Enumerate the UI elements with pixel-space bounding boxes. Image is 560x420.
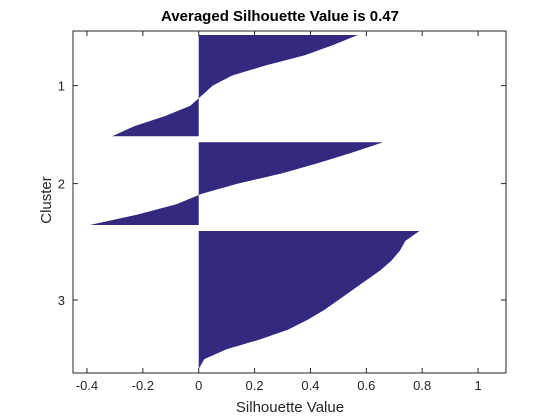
x-tick-label: -0.4 bbox=[76, 378, 98, 393]
chart-title: Averaged Silhouette Value is 0.47 bbox=[161, 8, 399, 25]
x-tick-label: 1 bbox=[474, 378, 481, 393]
x-tick-label: 0.2 bbox=[246, 378, 264, 393]
x-tick-label: 0.6 bbox=[357, 378, 375, 393]
y-tick-label: 3 bbox=[58, 293, 65, 308]
x-tick-label: 0 bbox=[195, 378, 202, 393]
x-tick-label: 0.4 bbox=[301, 378, 319, 393]
silhouette-bars bbox=[89, 35, 420, 369]
cluster-2-silhouette bbox=[89, 142, 384, 225]
y-tick-label: 1 bbox=[58, 79, 65, 94]
axes-box bbox=[72, 30, 507, 374]
y-tick-label: 2 bbox=[58, 177, 65, 192]
x-axis-label: Silhouette Value bbox=[236, 399, 344, 416]
cluster-1-silhouette bbox=[112, 35, 358, 137]
x-tick-label: -0.2 bbox=[132, 378, 154, 393]
y-axis-label: Cluster bbox=[38, 176, 55, 224]
x-tick-label: 0.8 bbox=[413, 378, 431, 393]
y-axis: 1 2 3 bbox=[58, 79, 506, 308]
x-axis: -0.4 -0.2 0 0.2 0.4 0.6 0.8 1 bbox=[76, 31, 482, 393]
cluster-3-silhouette bbox=[198, 231, 420, 369]
